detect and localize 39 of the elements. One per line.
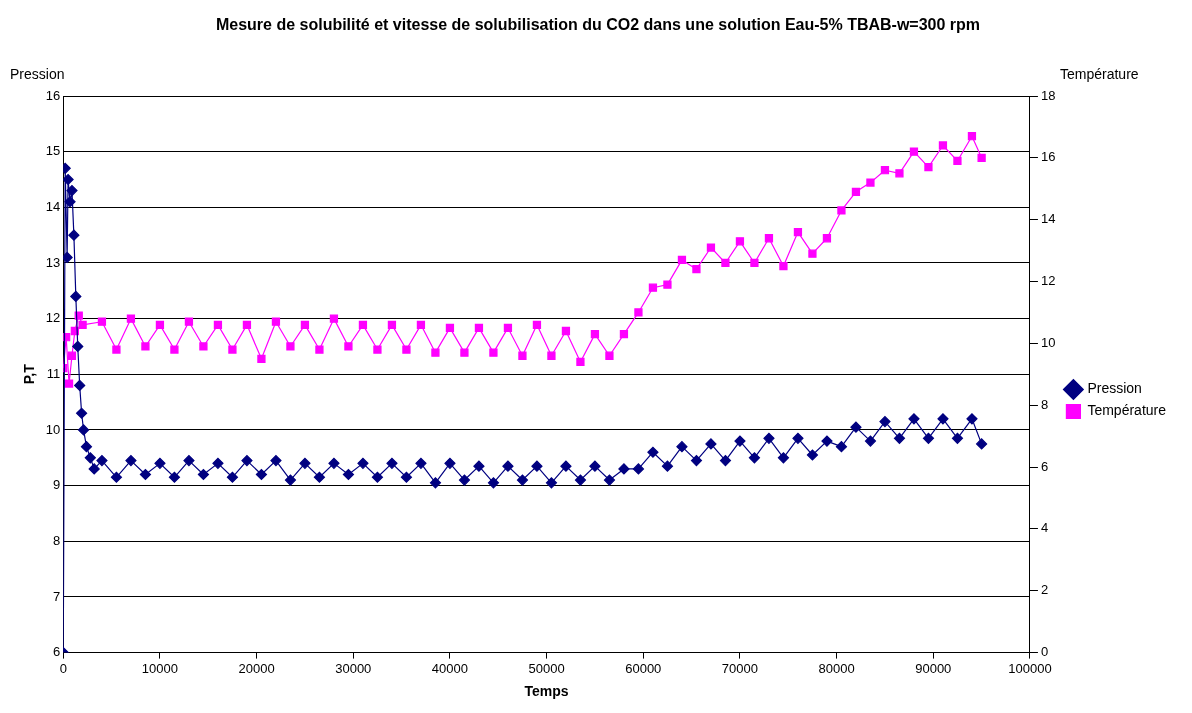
x-tick-label: 100000: [1008, 660, 1052, 676]
y-tick-label: 12: [45, 310, 61, 326]
x-tick-label: 10000: [141, 660, 179, 676]
x-tick-label: 80000: [818, 660, 855, 676]
x-tick-label: 90000: [915, 660, 952, 676]
y2-tick-label: 12: [1040, 273, 1056, 289]
x-tick-label: 0: [59, 660, 67, 676]
text: Pression: [10, 66, 65, 82]
chart-title: Mesure de solubilité et vitesse de solubilisation du CO2 dans une solution Eau-5% TBAB-w=300 rpm: [214, 16, 982, 34]
x-tick-label: 60000: [625, 660, 662, 676]
x-axis-title: Temps: [524, 683, 569, 700]
y2-tick-label: 8: [1040, 396, 1049, 412]
y-tick-label: 15: [45, 143, 61, 159]
legend-label: Pression: [1087, 380, 1142, 397]
y2-tick-label: 2: [1040, 582, 1049, 598]
y-axis-title: P,T: [21, 363, 38, 385]
y-tick-label: 6: [53, 644, 61, 660]
x-tick-label: 30000: [335, 660, 372, 676]
legend-label: Température: [1087, 402, 1167, 419]
x-tick-label: 20000: [238, 660, 275, 676]
x-tick-label: 40000: [431, 660, 469, 676]
y-tick-label: 10: [45, 421, 61, 437]
y2-tick-label: 0: [1040, 644, 1049, 660]
y-tick-label: 7: [53, 588, 61, 604]
y2-tick-label: 16: [1040, 149, 1056, 165]
y-tick-label: 14: [45, 198, 61, 214]
x-tick-label: 70000: [721, 660, 759, 676]
y-tick-label: 16: [45, 87, 61, 103]
y2-tick-label: 18: [1040, 87, 1056, 103]
y-tick-label: 11: [46, 365, 61, 381]
y-tick-label: 9: [53, 477, 61, 493]
y2-tick-label: 10: [1040, 334, 1056, 350]
x-tick-label: 50000: [528, 660, 565, 676]
y2-axis-title: Température: [1060, 66, 1140, 82]
y2-tick-label: 4: [1040, 520, 1049, 536]
y-tick-label: 13: [45, 254, 61, 270]
y2-tick-label: 14: [1040, 211, 1056, 227]
y2-tick-label: 6: [1040, 458, 1049, 474]
y-tick-label: 8: [53, 532, 61, 548]
